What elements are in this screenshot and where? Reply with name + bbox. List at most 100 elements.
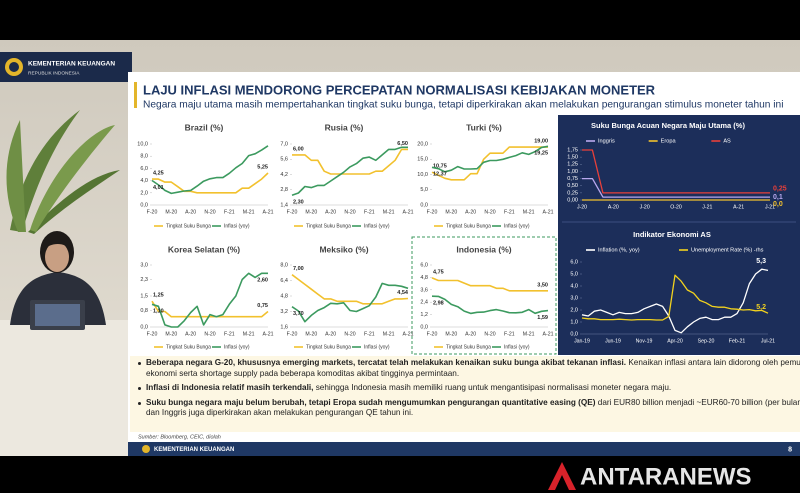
value-label: 6,00 — [293, 146, 304, 152]
x-tick-label: A-20 — [185, 209, 196, 215]
series-line — [151, 145, 269, 195]
x-tick-label: A-20 — [325, 209, 336, 215]
series-line — [151, 272, 268, 328]
y-tick-label: 4,8 — [280, 293, 288, 299]
x-tick-label: J-20 — [577, 204, 587, 210]
legend-label: Eropa — [661, 138, 677, 144]
x-tick-label: M-21 — [523, 331, 535, 337]
bullet-bold: Beberapa negara G-20, khususnya emerging… — [146, 358, 627, 367]
x-tick-label: A-21 — [263, 331, 274, 337]
series-line — [582, 149, 770, 194]
x-tick-label: A-21 — [403, 209, 414, 215]
x-tick-label: A-20 — [608, 204, 619, 210]
value-label: 1,10 — [153, 309, 164, 315]
x-tick-label: A-20 — [325, 331, 336, 337]
legend-label: Tingkat Suku Bunga — [306, 223, 351, 229]
x-tick-label: F-20 — [287, 331, 298, 337]
chart-title: Suku Bunga Acuan Negara Maju Utama (%) — [591, 121, 745, 130]
x-tick-label: F-20 — [147, 209, 158, 215]
bullet-bold: Suku bunga negara maju belum berubah, te… — [146, 397, 596, 407]
x-tick-label: J-21 — [702, 204, 712, 210]
x-tick-label: M-21 — [383, 331, 395, 337]
value-label: 5,3 — [756, 258, 766, 265]
series-line — [291, 146, 408, 196]
value-label: 4,75 — [433, 269, 444, 275]
x-tick-label: Apr-20 — [667, 338, 683, 344]
bullet-text: dari EUR80 billion menjadi ~EUR60-70 bil… — [146, 397, 800, 418]
value-label: 2,60 — [257, 278, 268, 284]
series-line — [431, 277, 548, 292]
x-tick-label: Sep-20 — [698, 338, 715, 344]
logo-sub: REPUBLIK INDONESIA — [28, 70, 80, 76]
y-tick-label: 3,2 — [280, 309, 288, 315]
y-tick-label: 2,0 — [570, 307, 578, 313]
series-line — [292, 148, 408, 175]
y-tick-label: 6,0 — [140, 166, 148, 172]
legend-label: Tingkat Suku Bunga — [166, 344, 211, 350]
value-label: 7,00 — [293, 266, 304, 272]
y-tick-label: 1,5 — [140, 293, 148, 299]
desk — [0, 320, 130, 456]
x-tick-label: J-20 — [640, 204, 650, 210]
x-tick-label: N-20 — [484, 331, 495, 337]
x-tick-label: M-20 — [165, 209, 177, 215]
x-tick-label: Jul-21 — [761, 338, 775, 344]
y-tick-label: 1,2 — [420, 312, 428, 318]
value-label: 6,50 — [397, 141, 408, 147]
x-tick-label: M-20 — [305, 331, 317, 337]
y-tick-label: 3,0 — [570, 295, 578, 301]
y-tick-label: 1,50 — [567, 155, 578, 161]
x-tick-label: F-21 — [504, 209, 515, 215]
y-tick-label: 0,75 — [567, 176, 578, 182]
title-accent — [134, 82, 137, 108]
y-tick-label: 2,0 — [140, 190, 148, 196]
y-tick-label: 0,0 — [570, 331, 578, 337]
x-tick-label: Jun-19 — [605, 338, 621, 344]
x-tick-label: J-21 — [765, 204, 775, 210]
chart-title: Indonesia (%) — [456, 244, 511, 254]
y-tick-label: 8,0 — [280, 262, 288, 268]
y-tick-label: 7,0 — [280, 141, 288, 147]
x-tick-label: A-21 — [403, 331, 414, 337]
x-tick-label: Jan-19 — [574, 338, 590, 344]
slide-subtitle: Negara maju utama masih mempertahankan t… — [143, 100, 784, 111]
value-label: 3,50 — [537, 282, 548, 288]
y-tick-label: 3,0 — [140, 262, 148, 268]
charts: Brazil (%) 0,0 2,0 4,0 6,0 8,0 10,0 F-20 M-20 A-2… — [137, 121, 786, 350]
y-tick-label: 0,0 — [420, 202, 428, 208]
value-label: 2,30 — [293, 200, 304, 206]
y-tick-label: 5,0 — [570, 271, 578, 277]
x-tick-label: F-21 — [224, 209, 235, 215]
bullet-box — [130, 356, 800, 432]
x-tick-label: Nov-19 — [636, 338, 653, 344]
x-tick-label: F-20 — [287, 209, 298, 215]
x-tick-label: M-21 — [243, 331, 255, 337]
y-tick-label: 1,25 — [567, 162, 578, 168]
series-line — [582, 177, 770, 198]
x-tick-label: F-21 — [364, 331, 375, 337]
legend-label: Tingkat Suku Bunga — [166, 223, 211, 229]
slide-title: LAJU INFLASI MENDORONG PERCEPATAN NORMAL… — [143, 82, 656, 97]
series-line — [431, 146, 548, 181]
bullet-text: sehingga Indonesia masih memiliki ruang … — [313, 383, 672, 392]
source-note: Sumber: Bloomberg, CEIC, diolah — [138, 434, 221, 440]
y-tick-label: 0,25 — [567, 190, 578, 196]
y-tick-label: 0,0 — [140, 202, 148, 208]
chart-title: Korea Selatan (%) — [168, 244, 240, 254]
y-tick-label: 1,6 — [280, 324, 288, 330]
y-tick-label: 10,0 — [417, 172, 428, 178]
legend-label: AS — [723, 138, 731, 144]
bullet: Inflasi di Indonesia relatif masih terke… — [136, 383, 800, 394]
x-tick-label: M-20 — [445, 331, 457, 337]
x-tick-label: N-20 — [344, 209, 355, 215]
x-tick-label: F-20 — [147, 331, 158, 337]
x-tick-label: F-20 — [427, 331, 438, 337]
top-bar — [0, 0, 800, 40]
legend-label: Inflasi (yoy) — [224, 223, 250, 229]
series-line — [152, 172, 269, 194]
y-tick-label: 4,8 — [420, 275, 428, 281]
x-tick-label: Feb-21 — [729, 338, 746, 344]
series-line — [151, 300, 269, 318]
chart-title: Brazil (%) — [185, 122, 224, 132]
y-tick-label: 2,4 — [420, 300, 428, 306]
